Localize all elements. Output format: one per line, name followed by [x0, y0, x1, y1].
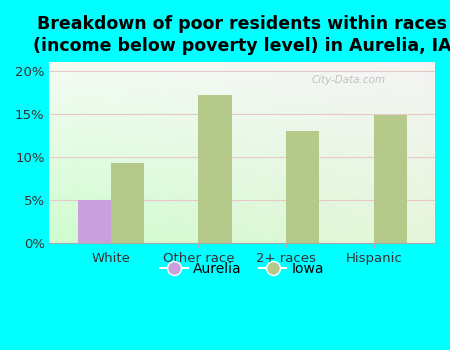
Text: City-Data.com: City-Data.com — [312, 75, 386, 85]
Legend: Aurelia, Iowa: Aurelia, Iowa — [154, 256, 330, 281]
Title: Breakdown of poor residents within races
(income below poverty level) in Aurelia: Breakdown of poor residents within races… — [33, 15, 450, 55]
Bar — [198, 95, 232, 243]
Bar — [111, 163, 144, 243]
Bar — [374, 115, 407, 243]
Bar — [286, 131, 320, 243]
Bar — [77, 200, 111, 243]
